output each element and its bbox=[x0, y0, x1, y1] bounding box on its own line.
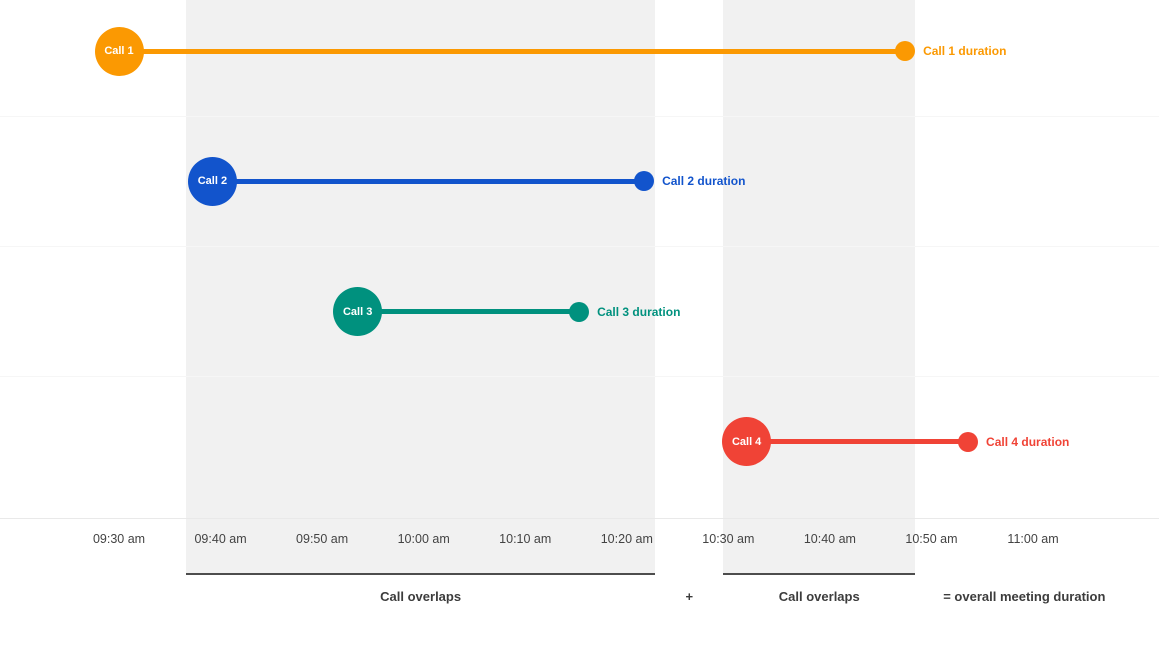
overlap-band bbox=[186, 0, 656, 573]
call-start-circle: Call 3 bbox=[333, 287, 383, 337]
call-duration-line bbox=[119, 48, 906, 54]
call-duration-label: Call 3 duration bbox=[597, 304, 681, 319]
call-start-circle: Call 2 bbox=[187, 156, 237, 206]
call-end-dot bbox=[634, 171, 655, 192]
call-name-label: Call 2 bbox=[197, 175, 228, 188]
call-end-dot bbox=[958, 431, 979, 452]
x-axis-line bbox=[0, 518, 1159, 519]
x-tick-label: 10:20 am bbox=[600, 532, 653, 546]
call-end-dot bbox=[895, 41, 916, 61]
x-tick-label: 09:40 am bbox=[194, 532, 247, 546]
call-duration-line bbox=[212, 178, 645, 184]
call-duration-line bbox=[357, 309, 580, 315]
call-duration-label: Call 4 duration bbox=[986, 434, 1070, 449]
overlap-band-underline bbox=[186, 573, 656, 575]
call-name-label: Call 1 bbox=[104, 45, 134, 57]
plus-sign: + bbox=[685, 589, 694, 604]
call-end-dot bbox=[569, 301, 590, 322]
x-tick-label: 10:30 am bbox=[702, 532, 755, 546]
overlap-band-label: Call overlaps bbox=[380, 589, 462, 604]
x-tick-label: 11:00 am bbox=[1007, 532, 1059, 546]
row-gridline bbox=[0, 116, 1159, 117]
call-duration-line bbox=[746, 439, 969, 445]
x-tick-label: 10:40 am bbox=[803, 532, 856, 546]
x-tick-label: 10:00 am bbox=[397, 532, 450, 546]
call-name-label: Call 3 bbox=[342, 305, 373, 318]
equals-overall-duration-label: = overall meeting duration bbox=[943, 589, 1106, 604]
overlap-band-underline bbox=[723, 573, 916, 575]
call-start-circle: Call 1 bbox=[94, 26, 144, 76]
call-start-circle: Call 4 bbox=[722, 417, 772, 467]
row-gridline bbox=[0, 246, 1159, 247]
x-tick-label: 09:50 am bbox=[296, 532, 349, 546]
overlap-band bbox=[723, 0, 916, 573]
call-name-label: Call 4 bbox=[731, 435, 762, 448]
x-tick-label: 10:10 am bbox=[499, 532, 552, 546]
row-gridline bbox=[0, 376, 1159, 377]
call-duration-label: Call 2 duration bbox=[662, 174, 746, 189]
x-tick-label: 10:50 am bbox=[905, 532, 958, 546]
x-tick-label: 09:30 am bbox=[92, 532, 146, 546]
overlap-band-label: Call overlaps bbox=[778, 589, 860, 604]
call-duration-label: Call 1 duration bbox=[923, 44, 1007, 58]
